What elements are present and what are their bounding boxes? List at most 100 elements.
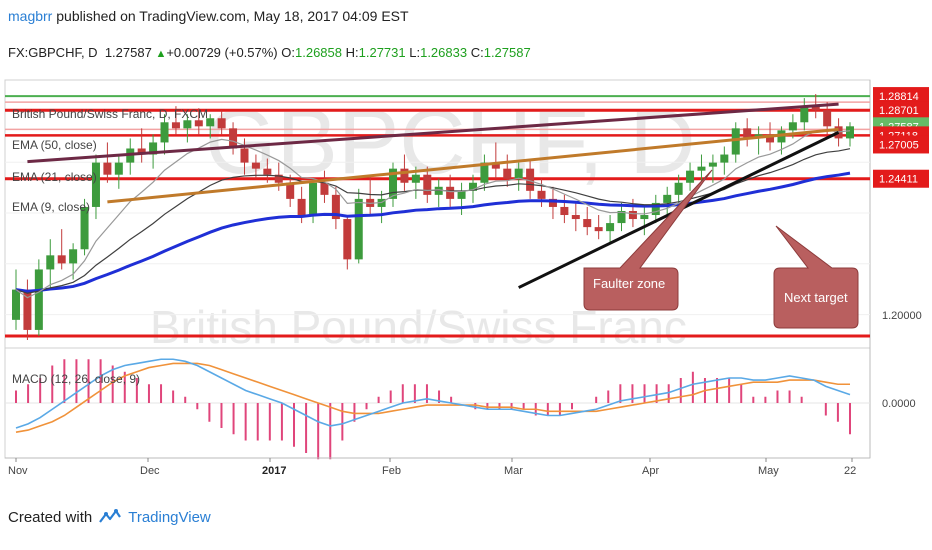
candle-body [206,118,215,127]
candle-body [663,194,672,203]
close-value: 1.27587 [483,45,531,60]
candle-body [560,206,569,216]
support-resistance-lines [5,95,870,338]
author-link[interactable]: magbrr [8,8,53,24]
candle-body [309,182,318,216]
candle-body [468,182,477,191]
candle-body [240,148,249,163]
candles [12,94,854,340]
time-label: 22 [844,465,856,477]
candle-body [80,206,89,250]
time-label: Feb [382,465,401,477]
time-label: Nov [8,465,28,477]
candle-body [263,168,272,175]
price-change: +0.00729 (+0.57%) [166,45,278,60]
price-tag [873,87,929,106]
macd-series [5,358,870,460]
close-label: C: [470,45,484,60]
open-label: O: [281,45,295,60]
candle-body [743,128,752,139]
next-target-text: Next target [784,290,848,305]
candle-body [617,210,626,224]
macd-label: MACD (12, 26, close, 9) [12,372,140,386]
time-label: Dec [140,465,160,477]
faulter-zone-callout: Faulter zone [583,169,713,311]
candle-body [57,255,66,264]
price-tag [873,169,929,188]
created-with-label: Created with [8,508,93,526]
candle-body [389,168,398,199]
candle-body [708,162,717,167]
candle-body [640,215,649,220]
publish-header: magbrr published on TradingView.com, May… [8,8,409,24]
candle-body [457,190,466,199]
price-tag [873,135,929,154]
candle-body [788,122,797,131]
price-tick: 1.20000 [882,310,922,322]
ema-50-line [15,171,851,293]
price-tag [873,101,929,120]
indicator-ema9: EMA (9, close) [12,200,90,214]
symbol-label: FX:GBPCHF, D [8,45,98,60]
open-value: 1.26858 [295,45,342,60]
candle-body [491,162,500,169]
low-value: 1.26833 [420,45,468,60]
candle-body [400,168,409,183]
tradingview-link[interactable]: TradingView [128,508,211,526]
high-label: H: [345,45,359,60]
candle-body [411,174,420,183]
candle-body [503,168,512,179]
candle-body [103,162,112,175]
candle-body [526,168,535,191]
candle-body [628,210,637,220]
candle-body [800,106,809,123]
tradingview-logo-icon [99,509,122,523]
candle-body [537,190,546,199]
candle-body [434,186,443,195]
candle-body [811,106,820,111]
last-price: 1.27587 [104,45,152,60]
candle-body [114,162,123,175]
candle-body [548,198,557,207]
candle-body [343,219,352,260]
candle-body [274,174,283,183]
candle-body [69,249,78,264]
price-tag-text: 1.28814 [879,91,919,103]
candle-body [823,110,832,127]
candle-body [137,148,146,155]
candle-body [34,269,43,330]
candle-body [12,289,20,320]
high-value: 1.27731 [358,45,406,60]
candle-body [46,255,55,270]
time-label: Apr [642,465,659,477]
time-label: 2017 [262,465,286,477]
candle-body [480,162,489,183]
candle-body [286,182,295,199]
price-tag-text: 1.28701 [879,105,919,117]
candle-body [731,128,740,155]
candle-body [674,182,683,195]
price-chart[interactable]: GBPCHF, D British Pound/Swiss Franc Brit… [0,78,932,488]
candle-body [423,174,432,195]
candle-body [446,186,455,199]
time-label: Mar [504,465,523,477]
candle-body [571,215,580,220]
chart-title: British Pound/Swiss Franc, D, FXCM [12,107,208,121]
time-axis: Nov Dec 2017 Feb Mar Apr May 22 [5,457,870,477]
candle-body [23,289,32,330]
macd-line [15,358,851,429]
indicator-ema50: EMA (50, close) [12,138,97,152]
candle-body [766,134,775,143]
candle-body [251,162,260,169]
candle-body [320,182,329,195]
candle-body [91,162,100,207]
candle-body [594,227,603,232]
up-arrow-icon: ▲ [155,48,167,60]
candle-body [160,122,169,143]
trend-lines [27,102,840,289]
quote-header: FX:GBPCHF, D 1.27587 ▲+0.00729 (+0.57%) … [8,45,531,60]
candle-body [606,223,615,232]
candle-body [171,122,180,129]
candle-body [217,118,226,129]
macd-signal-line [15,362,850,433]
